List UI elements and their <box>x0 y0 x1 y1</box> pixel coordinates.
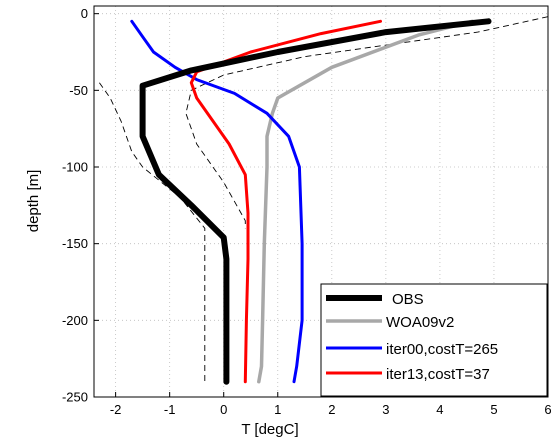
y-tick-label: -50 <box>69 83 88 98</box>
x-tick-label: 2 <box>328 402 335 417</box>
y-tick-label: -200 <box>62 313 88 328</box>
x-tick-label: 6 <box>544 402 551 417</box>
x-axis-label: T [degC] <box>241 421 298 438</box>
series-line-1 <box>139 18 492 385</box>
y-tick-label: -250 <box>62 390 88 405</box>
y-tick-label: 0 <box>81 6 88 21</box>
legend-box <box>320 283 548 397</box>
envelope-right-line <box>185 16 548 229</box>
legend-label-4: iter13,costT=37 <box>386 366 490 383</box>
x-tick-label: -1 <box>164 402 176 417</box>
legend-label-3: iter00,costT=265 <box>386 341 498 358</box>
y-axis-label: depth [m] <box>25 170 42 233</box>
dashed-envelope <box>99 16 548 382</box>
legend-label-2: WOA09v2 <box>386 314 454 331</box>
envelope-left-line <box>99 82 206 382</box>
x-tick-label: 3 <box>382 402 389 417</box>
x-tick-label: 5 <box>490 402 497 417</box>
y-tick-label: -150 <box>62 236 88 251</box>
series-lines <box>130 18 492 385</box>
legend: OBS WOA09v2 iter00,costT=265 iter13,costT=3… <box>320 283 548 397</box>
x-tick-label: -2 <box>110 402 122 417</box>
axis-ticks: -2 -1 0 1 2 3 4 5 6 0 -50 -100 -150 -200 -250 <box>62 6 552 417</box>
x-tick-label: 4 <box>436 402 443 417</box>
x-tick-label: 0 <box>220 402 227 417</box>
y-tick-label: -100 <box>62 160 88 175</box>
series-line-4 <box>189 19 382 384</box>
series-line-2 <box>257 19 475 384</box>
plot-frame <box>93 5 549 398</box>
legend-label-1: OBS <box>392 291 424 308</box>
series-line-3 <box>130 19 304 384</box>
x-tick-label: 1 <box>274 402 281 417</box>
